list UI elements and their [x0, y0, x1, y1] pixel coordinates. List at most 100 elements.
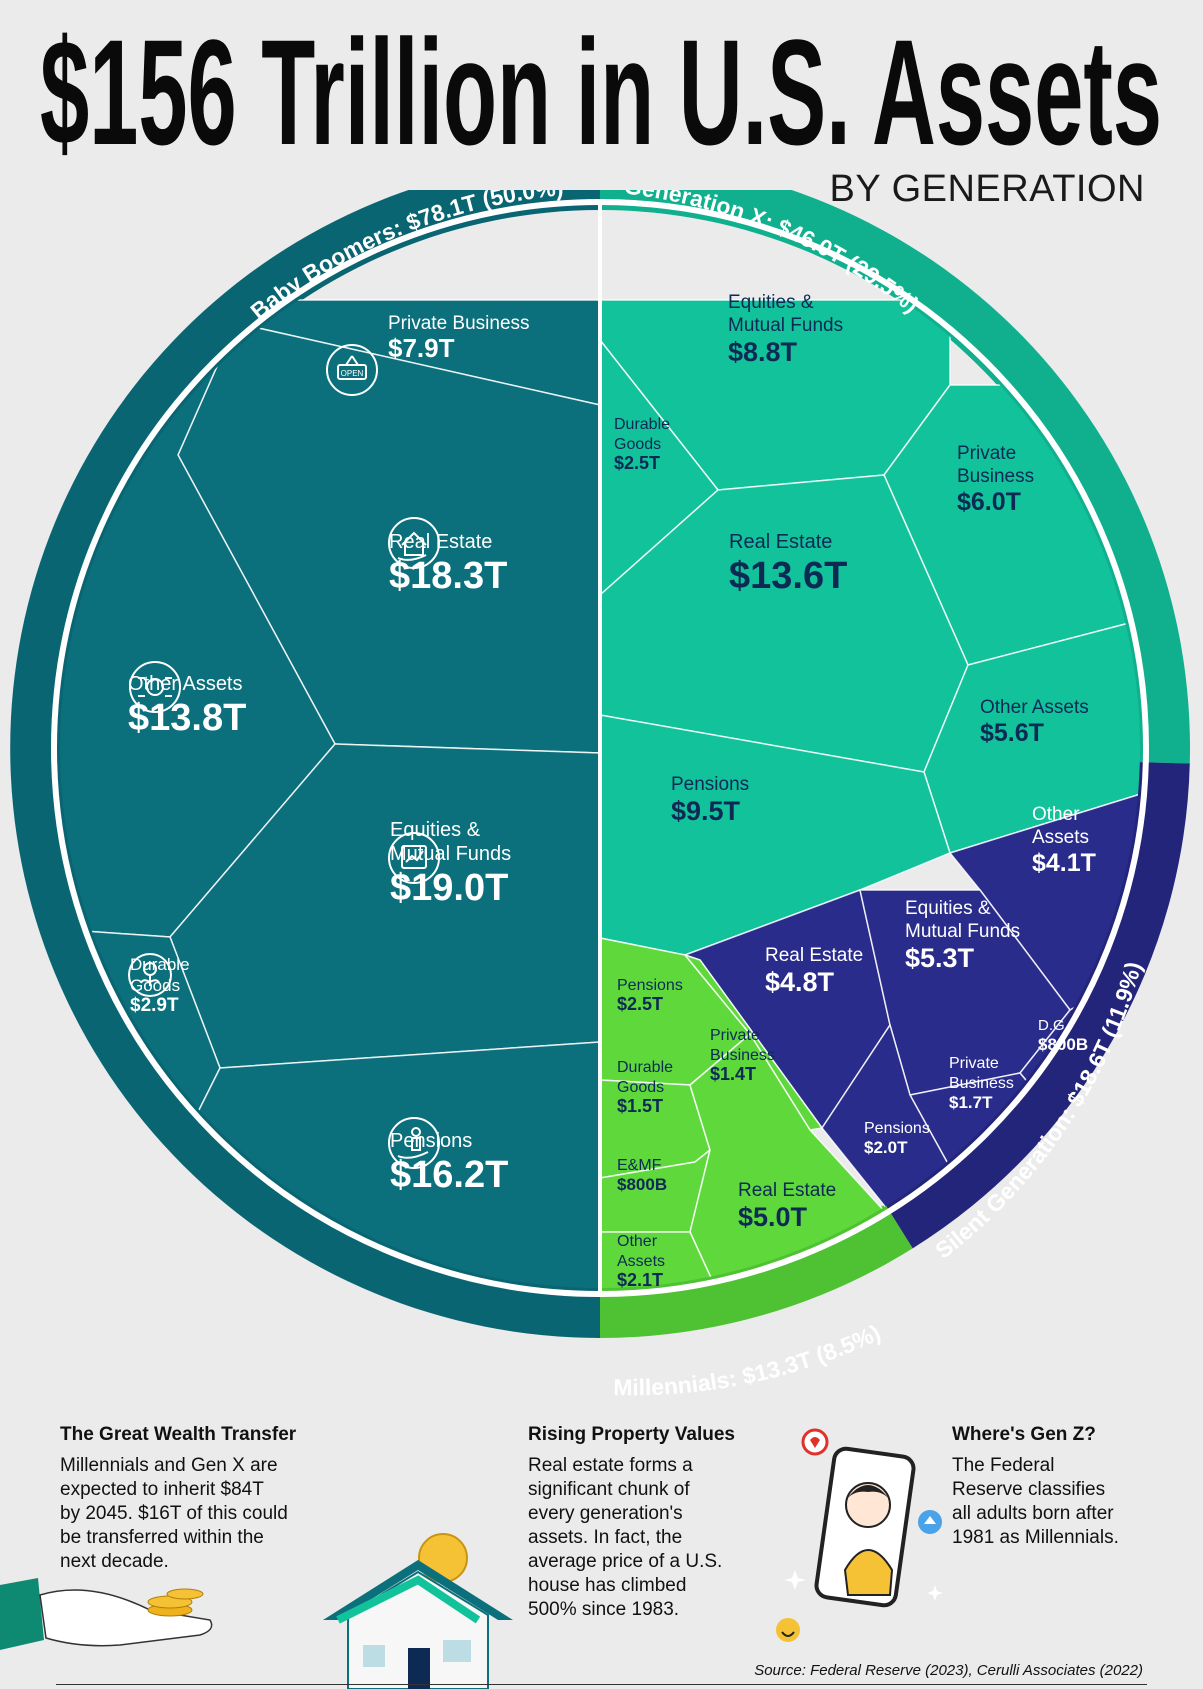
tile-name: Durable [617, 1059, 673, 1076]
tile-value: $1.4T [710, 1064, 756, 1084]
ring-silent [885, 762, 1190, 1249]
tile-name: Real Estate [389, 531, 492, 553]
tile-name: Business [710, 1047, 775, 1064]
tile-name: Pensions [390, 1130, 472, 1152]
open-sign-icon: OPEN [326, 344, 378, 396]
tile-value: $6.0T [957, 488, 1021, 516]
source-note: Source: Federal Reserve (2023), Cerulli … [754, 1662, 1143, 1679]
tile-label-millennials-e-mf: E&MF$800B [617, 1157, 667, 1194]
house-coin-icon [323, 1533, 513, 1689]
tile-name: Mutual Funds [728, 315, 843, 336]
bottom-rule [56, 1684, 1147, 1685]
tile-name: Assets [1032, 827, 1089, 848]
tile-name: Equities & [905, 898, 991, 919]
tile-label-boomers-real-estate: Real Estate$18.3T [389, 531, 507, 597]
tile-value: $800B [1038, 1035, 1088, 1054]
tile-value: $2.5T [617, 994, 663, 1014]
tile-label-silent-real-estate: Real Estate$4.8T [765, 945, 863, 997]
coin-grid-icon [129, 661, 181, 713]
tile-name: Pensions [864, 1120, 930, 1137]
tile-name: Equities & [728, 292, 814, 313]
tile-value: $5.0T [738, 1202, 808, 1232]
tile-value: $2.9T [130, 995, 179, 1016]
tile-name: D.G [1038, 1017, 1065, 1034]
house-hand-icon [388, 517, 440, 569]
person-hand-icon [388, 1117, 440, 1169]
tile-value: $8.8T [728, 337, 798, 367]
tile-label-millennials-other-assets: Other Assets$2.1T [617, 1233, 665, 1290]
tile-millennials-private-business [682, 953, 824, 1131]
tile-label-silent-d-g: D.G$800B [1038, 1017, 1088, 1054]
tile-value: $9.5T [671, 796, 741, 826]
svg-text:OPEN: OPEN [341, 369, 364, 378]
tile-name: Real Estate [738, 1180, 836, 1201]
tile-name: Private [957, 443, 1016, 464]
page-title: $156 Trillion in U.S. Assets [40, 6, 1170, 176]
tile-label-genx-pensions: Pensions$9.5T [671, 774, 749, 826]
tile-name: Goods [130, 976, 180, 995]
tile-label-silent-equities-mutual-funds: Equities &Mutual Funds$5.3T [905, 898, 1020, 973]
tile-label-boomers-equities-mutual-funds: Equities &Mutual Funds$19.0T [390, 819, 511, 909]
tile-name: Pensions [617, 977, 683, 994]
tile-name: Goods [617, 1079, 664, 1096]
hand-coins-icon [0, 1578, 213, 1650]
tile-value: $16.2T [390, 1154, 508, 1196]
note-title-gen-z: Where's Gen Z? [952, 1424, 1096, 1445]
tile-value: $18.3T [389, 555, 507, 597]
tile-value: $4.1T [1032, 849, 1096, 877]
tile-label-genx-real-estate: Real Estate$13.6T [729, 531, 847, 597]
tile-name: Other Assets [128, 673, 243, 695]
tile-label-millennials-durable-goods: Durable Goods$1.5T [617, 1059, 673, 1116]
tile-name: Other [1032, 804, 1080, 825]
tile-value: $2.5T [614, 453, 660, 473]
tile-value: $2.1T [617, 1270, 663, 1290]
tile-label-genx-durable-goods: Durable Goods$2.5T [614, 416, 670, 473]
tile-name: Equities & [390, 819, 481, 841]
tile-label-millennials-real-estate: Real Estate$5.0T [738, 1180, 836, 1232]
tile-label-boomers-private-business: Private Business$7.9T [388, 313, 530, 363]
tile-label-millennials-private-business: Private Business$1.4T [710, 1027, 775, 1084]
tile-value: $4.8T [765, 967, 835, 997]
tile-name: Other [617, 1233, 658, 1250]
note-title-wealth-transfer: The Great Wealth Transfer [60, 1424, 297, 1445]
tile-name: Business [957, 466, 1034, 487]
tile-name: Business [949, 1075, 1014, 1092]
tile-name: Mutual Funds [390, 843, 511, 865]
note-body-gen-z: The Federal Reserve classifies all adults … [952, 1455, 1119, 1548]
tile-name: Real Estate [729, 531, 832, 553]
tile-millennials-other-assets [599, 1231, 737, 1288]
tile-value: $19.0T [390, 867, 508, 909]
money-plant-icon [128, 953, 172, 997]
tile-value: $5.6T [980, 719, 1044, 747]
chart-frame-icon [388, 832, 440, 884]
tile-name: Durable [130, 955, 190, 974]
tile-label-genx-equities-mutual-funds: Equities &Mutual Funds$8.8T [728, 292, 843, 367]
tile-name: Private [710, 1027, 760, 1044]
tile-value: $5.3T [905, 943, 975, 973]
tile-value: $13.8T [128, 697, 246, 739]
tile-name: Real Estate [765, 945, 863, 966]
tile-value: $800B [617, 1175, 667, 1194]
tile-name: Private [949, 1055, 999, 1072]
generation-treemap-chart: Baby Boomers: $78.1T (50.0%) Generation … [10, 190, 1190, 1400]
tile-value: $1.7T [949, 1093, 993, 1112]
tile-label-genx-other-assets: Other Assets$5.6T [980, 697, 1089, 747]
tile-value: $7.9T [388, 333, 455, 363]
note-body-property-values: Real estate forms a significant chunk of e… [528, 1455, 723, 1620]
tile-name: Durable [614, 416, 670, 433]
page-title-text: $156 Trillion in U.S. Assets [40, 8, 1162, 176]
tile-name: Goods [614, 436, 661, 453]
tile-label-silent-private-business: Private Business$1.7T [949, 1055, 1014, 1112]
tile-name: Other Assets [980, 697, 1089, 718]
bottom-notes: The Great Wealth Transfer Millennials an… [0, 1420, 1203, 1689]
tile-name: Assets [617, 1253, 665, 1270]
note-title-property-values: Rising Property Values [528, 1424, 735, 1445]
tile-label-silent-pensions: Pensions$2.0T [864, 1120, 930, 1157]
page-subtitle: BY GENERATION [829, 168, 1145, 210]
phone-woman-icon [776, 1428, 943, 1642]
tile-name: Mutual Funds [905, 921, 1020, 942]
tile-label-millennials-pensions: Pensions$2.5T [617, 977, 683, 1014]
